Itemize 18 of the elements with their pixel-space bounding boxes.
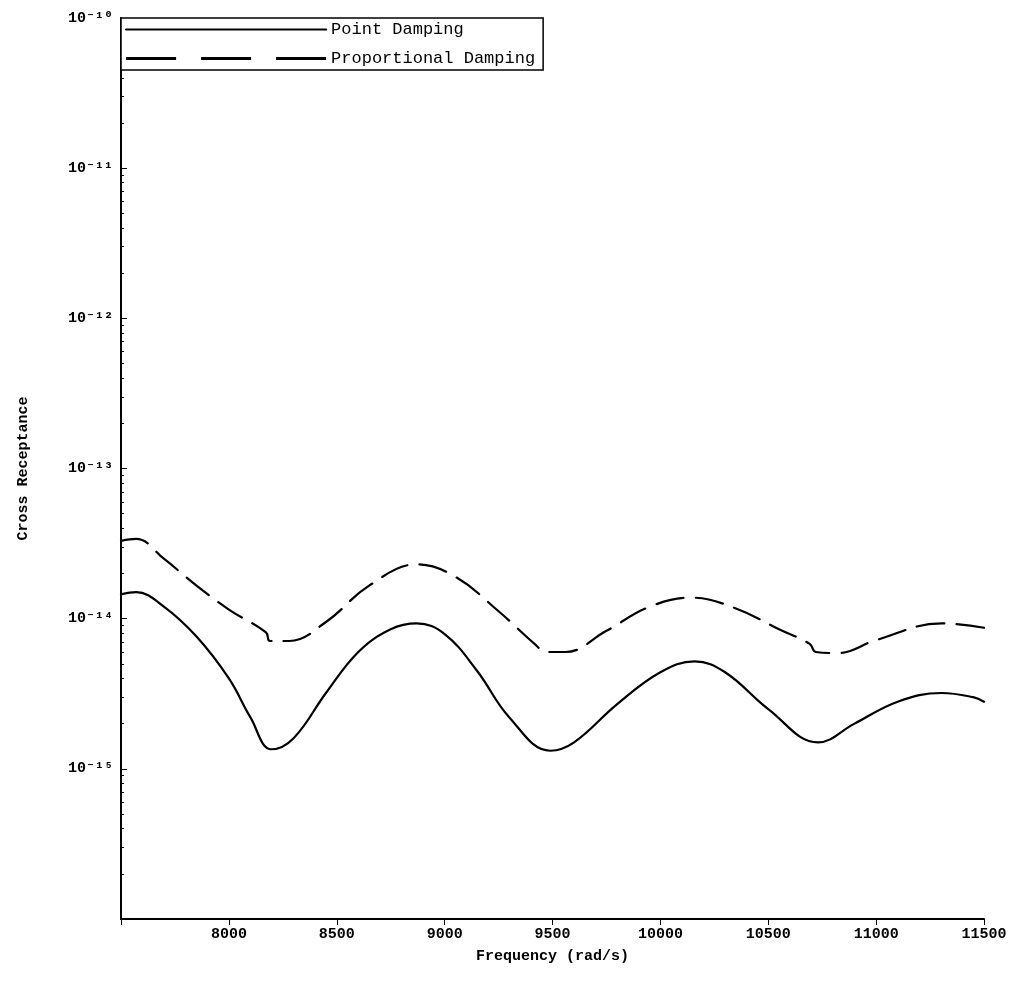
- x-tick-label: 9500: [534, 926, 571, 943]
- legend-label: Proportional Damping: [331, 49, 536, 68]
- x-tick-label: 10500: [745, 926, 791, 943]
- x-tick-label: 9000: [426, 926, 463, 943]
- x-tick-label: 11500: [961, 926, 1007, 943]
- x-tick-label: 8000: [210, 926, 247, 943]
- y-tick-label: 10⁻¹⁵: [67, 760, 113, 778]
- x-axis-title: Frequency (rad/s): [475, 948, 630, 965]
- text: Point Damping: [331, 20, 464, 39]
- y-axis-title: Cross Receptance: [15, 396, 32, 541]
- y-tick-label: 10⁻¹⁰: [67, 9, 113, 27]
- x-tick-label: 10000: [637, 926, 683, 943]
- y-tick-label: 10⁻¹²: [67, 309, 113, 327]
- x-tick-label: 11000: [853, 926, 899, 943]
- x-tick-label: 8500: [318, 926, 355, 943]
- y-tick-label: 10⁻¹¹: [67, 159, 113, 177]
- y-tick-label: 10⁻¹⁴: [67, 610, 113, 628]
- y-tick-label: 10⁻¹³: [67, 460, 113, 477]
